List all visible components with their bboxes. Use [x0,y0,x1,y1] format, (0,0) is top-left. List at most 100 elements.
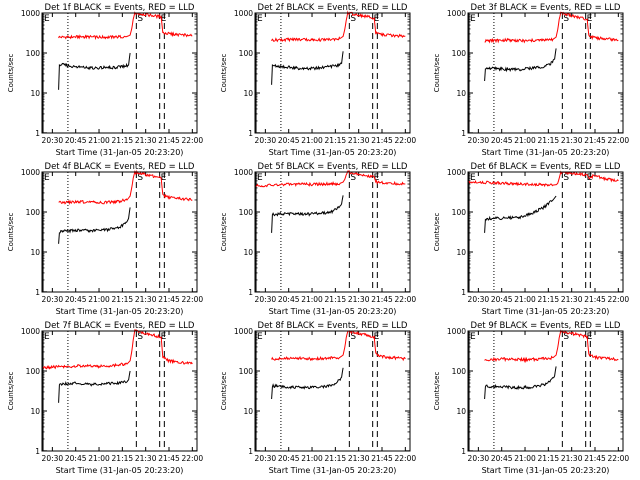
y-tick-label: 1000 [234,327,253,336]
x-axis-label: Start Time (31-Jan-05 20:23:20) [269,466,397,475]
y-tick-label: 1000 [234,168,253,177]
marker-label: E [374,332,380,342]
x-tick-label: 21:45 [158,295,180,304]
y-tick-label: 1 [461,288,466,297]
x-tick-label: 20:30 [42,295,64,304]
marker-label: E [470,332,476,342]
y-axis-label: Counts/sec [7,213,15,252]
x-axis-label: Start Time (31-Jan-05 20:23:20) [482,148,610,157]
x-tick-label: 20:30 [255,295,277,304]
y-axis-label: Counts/sec [220,213,228,252]
x-tick-label: 21:00 [514,454,536,463]
y-tick-label: 1 [248,447,253,456]
marker-label: E [470,173,476,183]
y-tick-label: 100 [452,208,467,217]
marker-label: E [161,14,167,24]
x-tick-label: 21:30 [561,295,583,304]
y-tick-label: 1 [35,447,40,456]
y-tick-label: 10 [243,248,253,257]
x-tick-label: 21:45 [158,454,180,463]
chart-panel-4: Det 4f BLACK = Events, RED = LLD Counts/s… [7,162,203,316]
marker-label: S [563,332,569,342]
x-tick-label: 21:00 [514,295,536,304]
marker-label: E [161,332,167,342]
marker-label: E [161,173,167,183]
marker-label: S [350,14,356,24]
events-series-line [484,48,557,82]
marker-label: E [374,173,380,183]
x-axis-label: Start Time (31-Jan-05 20:23:20) [482,307,610,316]
events-series-line [58,52,131,90]
marker-label: E [374,14,380,24]
chart-panel-5: Det 5f BLACK = Events, RED = LLD Counts/s… [220,162,416,316]
x-tick-label: 22:00 [608,295,630,304]
y-axis-label: Counts/sec [220,54,228,93]
marker-label: E [257,332,263,342]
x-tick-label: 21:45 [584,136,606,145]
marker-label: S [137,14,143,24]
x-tick-label: 21:30 [135,295,157,304]
x-tick-label: 21:15 [325,136,347,145]
x-tick-label: 21:15 [538,136,560,145]
y-tick-label: 1 [35,288,40,297]
chart-panel-9: Det 9f BLACK = Events, RED = LLD Counts/s… [433,321,629,475]
x-tick-label: 20:45 [278,454,300,463]
marker-label: E [44,332,50,342]
y-tick-label: 10 [30,89,40,98]
x-tick-label: 21:45 [371,454,393,463]
y-tick-label: 1000 [234,9,253,18]
y-axis-label: Counts/sec [433,54,441,93]
y-tick-label: 1000 [21,327,40,336]
chart-title: Det 1f BLACK = Events, RED = LLD [45,3,195,13]
lld-series-line [468,170,619,188]
y-tick-label: 10 [456,407,466,416]
x-tick-label: 21:15 [325,295,347,304]
chart-title: Det 2f BLACK = Events, RED = LLD [258,3,408,13]
x-tick-label: 21:15 [112,136,134,145]
y-tick-label: 100 [239,49,254,58]
x-tick-label: 21:45 [371,136,393,145]
x-tick-label: 20:45 [491,136,513,145]
x-tick-label: 21:00 [301,454,323,463]
y-axis-label: Counts/sec [433,372,441,411]
y-tick-label: 100 [239,367,254,376]
marker-label: S [137,332,143,342]
x-tick-label: 22:00 [395,295,417,304]
lld-series-line [271,330,406,362]
chart-panel-6: Det 6f BLACK = Events, RED = LLD Counts/s… [433,162,629,316]
y-tick-label: 10 [243,89,253,98]
x-tick-label: 21:30 [348,454,370,463]
x-tick-label: 21:00 [88,295,110,304]
x-tick-label: 22:00 [182,454,204,463]
lld-series-line [58,11,193,41]
marker-label: E [257,14,263,24]
chart-title: Det 3f BLACK = Events, RED = LLD [471,3,621,13]
marker-label: S [563,173,569,183]
lld-series-line [42,329,193,370]
y-tick-label: 1000 [447,327,466,336]
y-tick-label: 1 [248,129,253,138]
x-tick-label: 22:00 [182,136,204,145]
x-axis-label: Start Time (31-Jan-05 20:23:20) [482,466,610,475]
y-tick-label: 100 [452,367,467,376]
y-tick-label: 100 [452,49,467,58]
x-tick-label: 20:30 [468,454,490,463]
x-tick-label: 20:45 [65,136,87,145]
marker-label: E [587,332,593,342]
x-tick-label: 21:30 [135,136,157,145]
events-series-line [271,51,344,85]
x-tick-label: 21:45 [371,295,393,304]
x-tick-label: 21:45 [158,136,180,145]
x-tick-label: 21:30 [561,136,583,145]
marker-label: S [350,332,356,342]
x-tick-label: 21:45 [584,454,606,463]
x-axis-label: Start Time (31-Jan-05 20:23:20) [269,307,397,316]
plot-frame [467,330,624,452]
y-axis-label: Counts/sec [7,54,15,93]
events-series-line [271,367,344,400]
y-tick-label: 10 [456,89,466,98]
x-tick-label: 20:30 [42,136,64,145]
y-tick-label: 100 [26,49,41,58]
plot-frame [41,12,198,134]
x-axis-label: Start Time (31-Jan-05 20:23:20) [56,148,184,157]
